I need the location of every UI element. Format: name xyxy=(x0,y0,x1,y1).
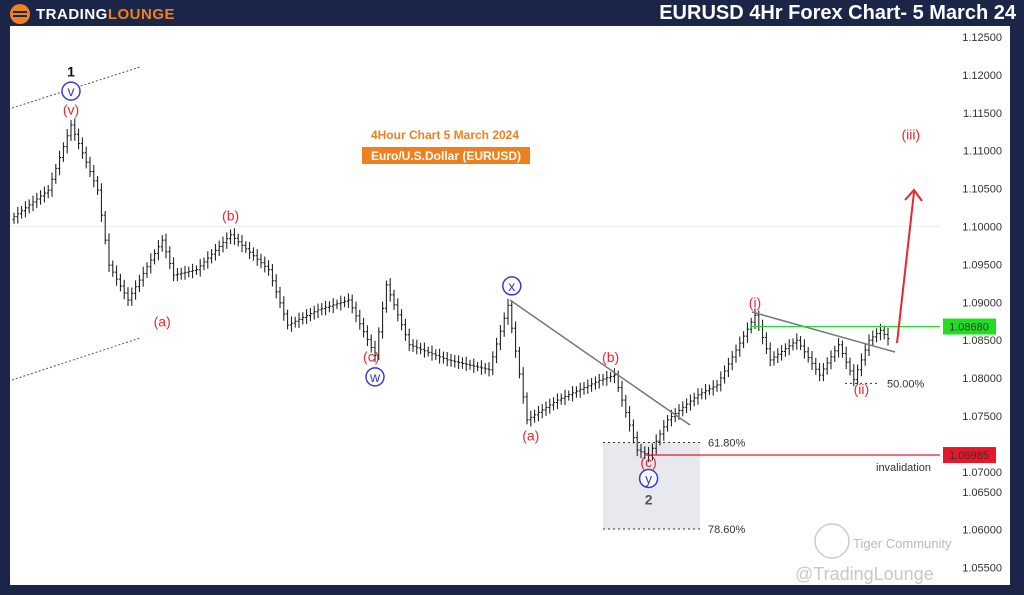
arrow-head-icon xyxy=(904,188,923,202)
wave-label: y xyxy=(645,470,652,486)
wave-label: (iii) xyxy=(901,126,920,142)
wave-label: x xyxy=(508,278,515,294)
invalidation-badge xyxy=(943,447,996,464)
channel-lower xyxy=(11,337,141,381)
y-tick-label: 1.10000 xyxy=(962,222,1002,234)
green-level-badge xyxy=(943,318,996,335)
chart-title: EURUSD 4Hr Forex Chart- 5 March 24 xyxy=(659,2,1016,24)
channel-upper xyxy=(11,66,141,109)
y-tick-label: 1.07000 xyxy=(962,467,1002,479)
wave-label: (b) xyxy=(222,207,239,223)
y-tick-label: 1.11500 xyxy=(963,108,1002,120)
projection-arrow xyxy=(896,191,915,344)
y-tick-label: 1.12000 xyxy=(962,70,1002,82)
wave-label: (i) xyxy=(749,295,761,311)
y-tick-label: 1.09500 xyxy=(962,259,1002,271)
wave-label: (a) xyxy=(522,427,539,443)
y-tick-label: 1.11000 xyxy=(963,146,1002,158)
watermark-handle: @TradingLounge xyxy=(795,564,934,584)
wave-label: (c) xyxy=(640,454,656,470)
wave-label: (v) xyxy=(63,101,79,117)
invalidation-price: 1.06985 xyxy=(949,450,989,462)
tiger-community-logo-icon xyxy=(814,523,850,559)
subtitle-line1: 4Hour Chart 5 March 2024 xyxy=(371,128,519,142)
y-tick-label: 1.06000 xyxy=(962,525,1002,537)
subtitle-badge xyxy=(362,147,530,164)
y-tick-label: 1.10500 xyxy=(962,184,1002,196)
y-tick-label: 1.09000 xyxy=(962,297,1002,309)
green-level-label: 1.08680 xyxy=(949,322,989,334)
fib-50-label: 50.00% xyxy=(887,378,925,390)
wave-label: (b) xyxy=(602,349,619,365)
trendline-x-y xyxy=(509,299,691,426)
y-tick-label: 1.05500 xyxy=(962,563,1002,575)
y-tick-label: 1.07500 xyxy=(962,411,1002,423)
wave-label: (a) xyxy=(154,314,171,330)
wave-label: v xyxy=(68,83,75,99)
wave-circle xyxy=(61,81,81,101)
logo-icon xyxy=(10,4,30,24)
wave-label: (ii) xyxy=(854,381,870,397)
logo-accent: LOUNGE xyxy=(107,5,175,23)
y-tick-label: 1.06500 xyxy=(962,487,1002,499)
wave-label: (c) xyxy=(363,348,379,364)
chart-panel xyxy=(10,26,1010,585)
wave-circle xyxy=(365,367,385,387)
tradinglounge-logo: TRADINGLOUNGE xyxy=(10,3,175,25)
y-tick-label: 1.12500 xyxy=(962,32,1002,44)
wave-label: 1 xyxy=(67,63,75,79)
watermark-community: Tiger Community xyxy=(853,536,952,551)
wave-label: w xyxy=(369,369,381,385)
fib-618-label: 61.80% xyxy=(708,438,746,450)
trendline-i-ii xyxy=(751,311,896,353)
invalidation-label: invalidation xyxy=(876,462,931,474)
logo-main: TRADING xyxy=(36,5,108,23)
wave-circle xyxy=(502,276,522,296)
y-tick-label: 1.08500 xyxy=(962,335,1002,347)
wave-circle xyxy=(638,468,659,489)
fib-786-label: 78.60% xyxy=(708,524,746,536)
y-tick-label: 1.08000 xyxy=(962,373,1002,385)
subtitle-line2: Euro/U.S.Dollar (EURUSD) xyxy=(371,149,521,163)
wave-label: 2 xyxy=(645,492,653,508)
